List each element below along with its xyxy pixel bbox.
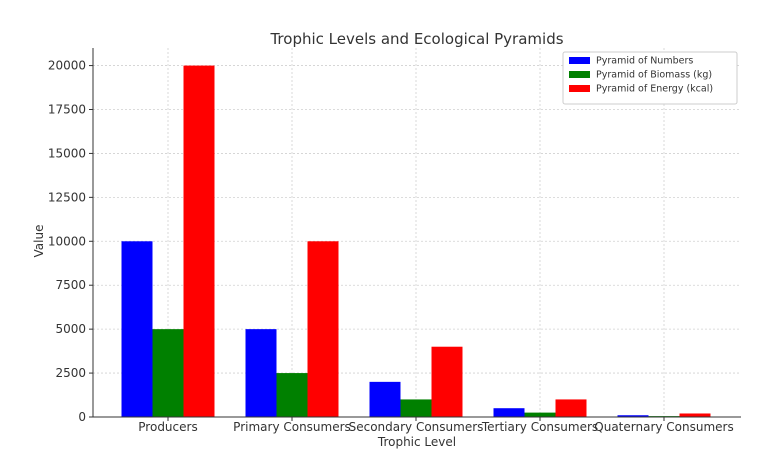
x-axis-label: Trophic Level bbox=[377, 435, 456, 449]
legend-label-1: Pyramid of Biomass (kg) bbox=[596, 70, 712, 81]
y-ticks: 0 2500 5000 7500 10000 12500 15000 17500 20000 bbox=[48, 59, 93, 424]
y-tick-label-12500: 12500 bbox=[48, 190, 86, 204]
x-tick-label-4: Quaternary Consumers bbox=[594, 420, 733, 434]
y-tick-label-17500: 17500 bbox=[48, 103, 86, 117]
x-tick-label-1: Primary Consumers bbox=[233, 420, 351, 434]
x-tick-label-2: Secondary Consumers bbox=[349, 420, 484, 434]
legend-swatch-1 bbox=[569, 71, 590, 78]
legend-label-0: Pyramid of Numbers bbox=[596, 56, 693, 67]
y-tick-label-20000: 20000 bbox=[48, 59, 86, 73]
legend-swatch-2 bbox=[569, 85, 590, 92]
bar-1-3 bbox=[524, 412, 556, 417]
bars bbox=[121, 65, 711, 418]
bar-0-2 bbox=[369, 381, 401, 417]
x-tick-label-3: Tertiary Consumers bbox=[481, 420, 598, 434]
bar-2-3 bbox=[555, 399, 587, 417]
legend-frame bbox=[562, 51, 738, 105]
bar-1-0 bbox=[152, 329, 184, 417]
bar-0-1 bbox=[245, 329, 277, 417]
y-tick-label-5000: 5000 bbox=[55, 322, 86, 336]
y-axis-label: Value bbox=[32, 225, 46, 258]
bar-0-3 bbox=[493, 408, 525, 417]
bar-1-1 bbox=[276, 373, 308, 417]
legend: Pyramid of Numbers Pyramid of Biomass (kg… bbox=[562, 51, 738, 105]
bar-2-2 bbox=[431, 346, 463, 417]
x-tick-label-0: Producers bbox=[138, 420, 197, 434]
y-tick-label-0: 0 bbox=[78, 410, 86, 424]
y-tick-label-10000: 10000 bbox=[48, 234, 86, 248]
chart-title: Trophic Levels and Ecological Pyramids bbox=[269, 30, 563, 48]
bar-2-1 bbox=[307, 241, 339, 417]
legend-label-2: Pyramid of Energy (kcal) bbox=[596, 84, 713, 95]
y-tick-label-15000: 15000 bbox=[48, 146, 86, 160]
bar-2-0 bbox=[183, 65, 215, 418]
bar-2-4 bbox=[679, 413, 711, 417]
bar-0-4 bbox=[617, 415, 649, 417]
bar-0-0 bbox=[121, 241, 153, 417]
legend-swatch-0 bbox=[569, 57, 590, 64]
bar-1-2 bbox=[400, 399, 432, 417]
y-tick-label-2500: 2500 bbox=[55, 366, 86, 380]
y-tick-label-7500: 7500 bbox=[55, 278, 86, 292]
